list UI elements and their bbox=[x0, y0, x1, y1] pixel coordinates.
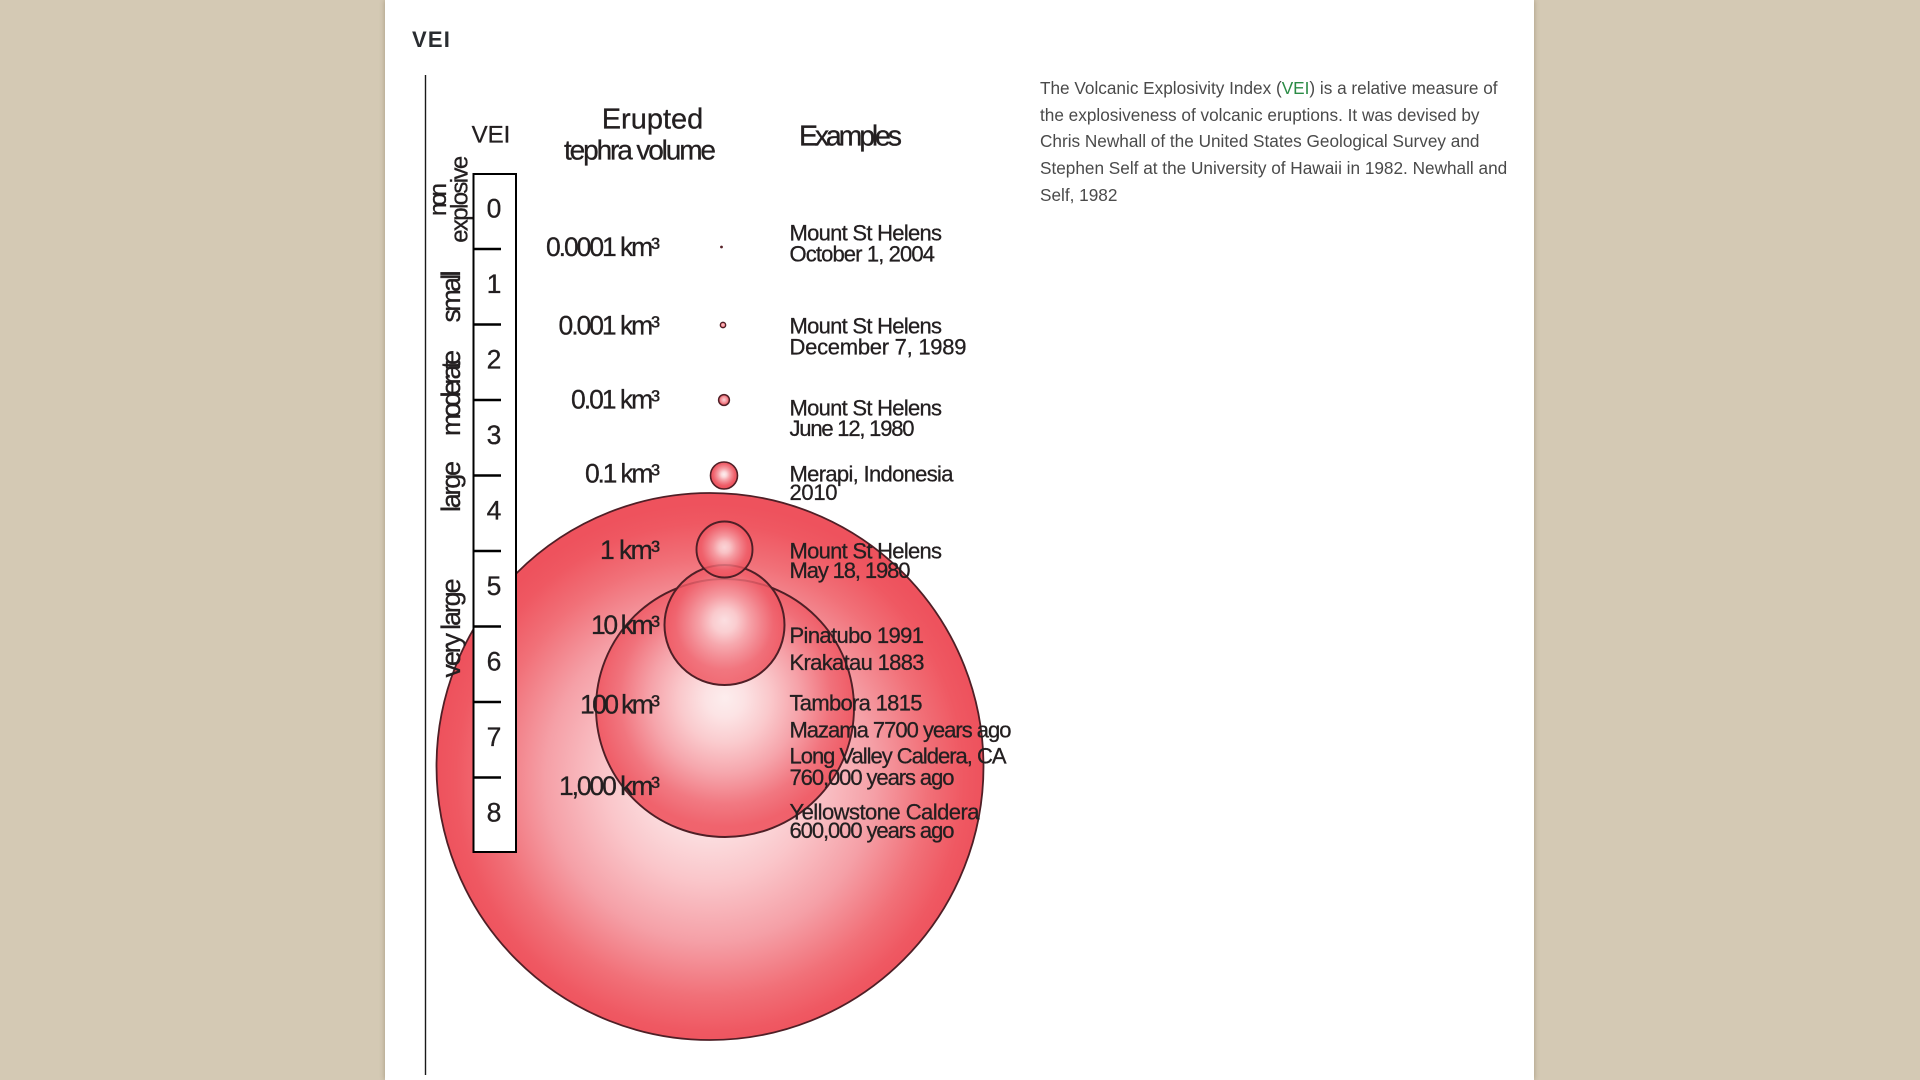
svg-text:Mount St Helens: Mount St Helens bbox=[790, 220, 943, 245]
svg-text:Erupted: Erupted bbox=[602, 104, 704, 136]
svg-text:Krakatau 1883: Krakatau 1883 bbox=[790, 650, 925, 675]
svg-text:Tambora 1815: Tambora 1815 bbox=[790, 691, 923, 716]
svg-text:October 1, 2004: October 1, 2004 bbox=[790, 242, 936, 267]
svg-text:0: 0 bbox=[487, 194, 502, 224]
svg-text:3: 3 bbox=[487, 420, 502, 450]
svg-text:0.01 km³: 0.01 km³ bbox=[571, 384, 660, 414]
svg-text:very large: very large bbox=[436, 579, 466, 678]
svg-text:Merapi, Indonesia: Merapi, Indonesia bbox=[790, 462, 955, 487]
svg-text:Examples: Examples bbox=[799, 121, 902, 153]
svg-text:large: large bbox=[436, 461, 466, 512]
svg-text:Mount St Helens: Mount St Helens bbox=[790, 396, 943, 421]
svg-text:Mount St Helens: Mount St Helens bbox=[790, 538, 943, 563]
svg-text:4: 4 bbox=[487, 496, 502, 526]
svg-text:December 7, 1989: December 7, 1989 bbox=[790, 335, 967, 360]
svg-text:1 km³: 1 km³ bbox=[600, 535, 660, 565]
svg-text:0.1 km³: 0.1 km³ bbox=[585, 458, 660, 488]
svg-text:5: 5 bbox=[487, 571, 502, 601]
svg-text:Pinatubo 1991: Pinatubo 1991 bbox=[790, 623, 925, 648]
svg-text:small: small bbox=[436, 271, 466, 323]
svg-text:moderate: moderate bbox=[436, 350, 466, 436]
svg-text:Yellowstone Caldera: Yellowstone Caldera bbox=[790, 800, 981, 825]
svg-text:2: 2 bbox=[487, 345, 502, 375]
svg-text:Mount St Helens: Mount St Helens bbox=[790, 313, 943, 338]
svg-text:0.0001 km³: 0.0001 km³ bbox=[546, 232, 660, 262]
svg-text:tephra volume: tephra volume bbox=[564, 134, 716, 165]
svg-text:Mazama 7700 years ago: Mazama 7700 years ago bbox=[790, 717, 1012, 742]
svg-text:May 18, 1980: May 18, 1980 bbox=[790, 558, 911, 583]
svg-text:0.001 km³: 0.001 km³ bbox=[559, 310, 661, 340]
svg-text:1: 1 bbox=[487, 269, 502, 299]
svg-text:explosive: explosive bbox=[447, 156, 474, 243]
svg-text:non: non bbox=[425, 183, 452, 216]
svg-text:2010: 2010 bbox=[790, 480, 838, 505]
svg-text:VEI: VEI bbox=[472, 121, 511, 148]
svg-text:6: 6 bbox=[487, 647, 502, 677]
svg-text:10 km³: 10 km³ bbox=[591, 610, 660, 640]
svg-text:100 km³: 100 km³ bbox=[580, 690, 660, 720]
svg-text:Long Valley Caldera, CA: Long Valley Caldera, CA bbox=[790, 743, 1007, 768]
svg-text:June 12, 1980: June 12, 1980 bbox=[790, 416, 915, 441]
svg-text:760,000 years ago: 760,000 years ago bbox=[790, 765, 955, 790]
svg-text:7: 7 bbox=[487, 722, 502, 752]
svg-text:8: 8 bbox=[487, 798, 502, 828]
svg-text:600,000 years ago: 600,000 years ago bbox=[790, 818, 955, 843]
svg-text:1,000 km³: 1,000 km³ bbox=[559, 771, 660, 801]
